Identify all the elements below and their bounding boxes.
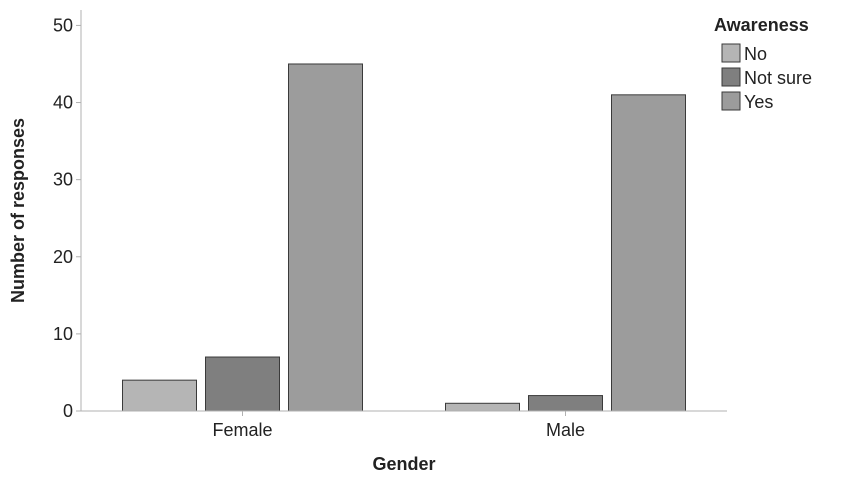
axes-layer: 0 10 20 30 40 50 Female Male bbox=[53, 10, 727, 440]
bar-not-sure-female bbox=[205, 356, 280, 412]
x-axis-title: Gender bbox=[372, 454, 435, 474]
legend: Awareness No Not sure Yes bbox=[714, 15, 812, 112]
y-axis-title: Number of responses bbox=[8, 118, 28, 303]
bar-not-sure-male bbox=[528, 395, 603, 412]
y-tick-label: 40 bbox=[53, 93, 73, 113]
legend-label: No bbox=[744, 44, 767, 64]
bar-no-female bbox=[122, 379, 197, 412]
bars-layer bbox=[122, 63, 686, 412]
legend-swatch bbox=[721, 91, 741, 111]
legend-label: Yes bbox=[744, 92, 773, 112]
y-tick-label: 30 bbox=[53, 170, 73, 190]
legend-title: Awareness bbox=[714, 15, 809, 35]
y-tick-label: 50 bbox=[53, 15, 73, 35]
x-tick-label: Male bbox=[546, 420, 585, 440]
bar-no-male bbox=[445, 402, 520, 412]
bar-yes-female bbox=[288, 63, 363, 412]
y-tick-label: 10 bbox=[53, 324, 73, 344]
legend-swatch bbox=[721, 43, 741, 63]
legend-label: Not sure bbox=[744, 68, 812, 88]
y-tick-label: 20 bbox=[53, 247, 73, 267]
bar-yes-male bbox=[611, 94, 686, 412]
x-tick-label: Female bbox=[212, 420, 272, 440]
y-tick-label: 0 bbox=[63, 401, 73, 421]
legend-swatch bbox=[721, 67, 741, 87]
